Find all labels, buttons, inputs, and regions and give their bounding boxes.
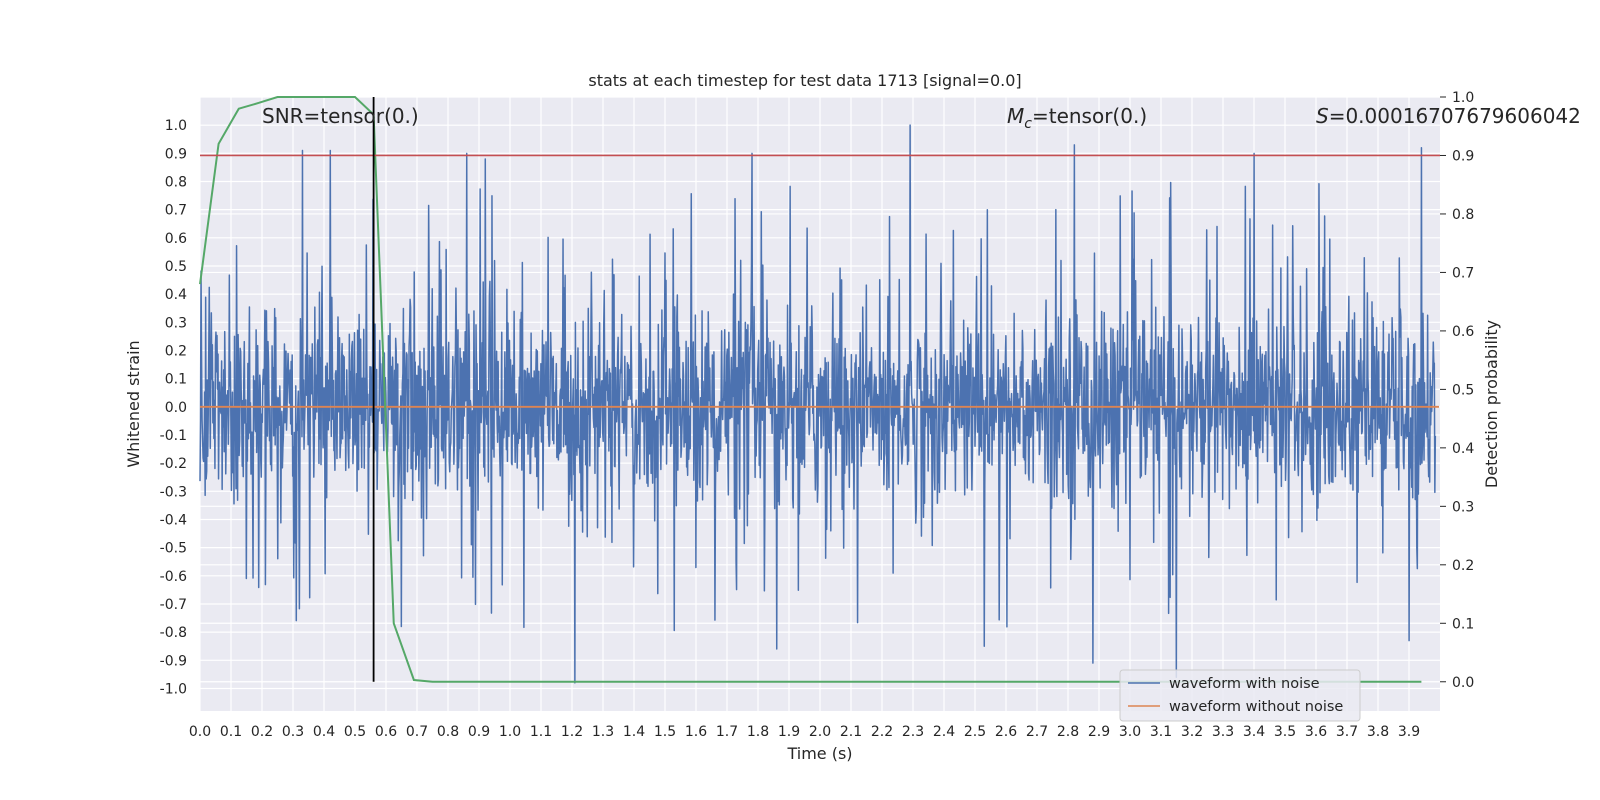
x-tick-label: 2.0	[809, 724, 831, 740]
x-tick-label: 2.9	[1088, 724, 1110, 740]
y-right-tick-label: 0.1	[1452, 616, 1474, 632]
legend-label-clean: waveform without noise	[1169, 699, 1343, 715]
series-detection-probability	[199, 96, 1422, 683]
x-tick-label: 3.1	[1150, 724, 1172, 740]
x-tick-label: 3.5	[1274, 724, 1296, 740]
x-tick-label: 2.5	[964, 724, 986, 740]
x-tick-label: 0.3	[282, 724, 304, 740]
x-tick-label: 0.1	[220, 724, 242, 740]
legend: waveform with noise waveform without noi…	[1119, 669, 1361, 722]
x-tick-label: 1.6	[685, 724, 707, 740]
y-left-tick-label: -0.5	[160, 541, 187, 557]
y-left-tick-label: 0.2	[165, 343, 187, 359]
x-tick-label: 0.4	[313, 724, 335, 740]
chart-title: stats at each timestep for test data 171…	[588, 71, 1021, 90]
y-left-tick-label: 0.3	[165, 315, 187, 331]
x-tick-label: 2.2	[871, 724, 893, 740]
annotation-mc-sub: c	[1024, 116, 1032, 132]
x-tick-label: 1.9	[778, 724, 800, 740]
y-right-tick-label: 0.0	[1452, 675, 1474, 691]
x-tick-label: 2.7	[1026, 724, 1048, 740]
y-left-tick-label: 0.4	[165, 287, 187, 303]
x-tick-label: 0.9	[468, 724, 490, 740]
x-tick-label: 1.3	[592, 724, 614, 740]
y-left-tick-label: -0.7	[160, 597, 187, 613]
y-left-tick-label: -0.8	[160, 625, 187, 641]
x-tick-label: 0.7	[406, 724, 428, 740]
y-right-tick-label: 0.2	[1452, 558, 1474, 574]
x-tick-label: 0.2	[251, 724, 273, 740]
x-tick-label: 3.0	[1119, 724, 1141, 740]
y-right-tick-label: 1.0	[1452, 90, 1474, 106]
y-left-tick-label: 0.8	[165, 174, 187, 190]
x-tick-label: 0.8	[437, 724, 459, 740]
x-tick-label: 3.7	[1336, 724, 1358, 740]
y-left-tick-label: -0.1	[160, 428, 187, 444]
y-axis-left-ticks: -1.0 -0.9 -0.8 -0.7 -0.6 -0.5 -0.4 -0.3 -0.2 -0.1…	[160, 118, 187, 697]
annotation-s: S=0.00016707679606042	[1316, 104, 1581, 128]
y-axis-right-ticks: 0.0 0.1 0.2 0.3 0.4 0.5 0.6 0.7 0.8 0.9 1.0	[1440, 90, 1474, 691]
y-left-tick-label: 0.9	[165, 146, 187, 162]
y-left-tick-label: 0.7	[165, 203, 187, 219]
y-left-tick-label: 0.1	[165, 372, 187, 388]
y-left-tick-label: -1.0	[160, 681, 187, 697]
x-tick-label: 2.6	[995, 724, 1017, 740]
y-axis-right-label: Detection probability	[1482, 320, 1501, 488]
overlay-lines	[200, 97, 1440, 682]
y-left-tick-label: 0.6	[165, 231, 187, 247]
x-tick-label: 3.2	[1181, 724, 1203, 740]
y-left-tick-label: -0.9	[160, 653, 187, 669]
x-tick-label: 3.9	[1398, 724, 1420, 740]
x-axis-label: Time (s)	[786, 744, 852, 763]
y-right-tick-label: 0.5	[1452, 382, 1474, 398]
annotation-s-value: =0.00016707679606042	[1329, 104, 1581, 128]
x-tick-label: 3.8	[1367, 724, 1389, 740]
y-right-tick-label: 0.7	[1452, 265, 1474, 281]
annotation-mc: Mc=tensor(0.)	[1007, 104, 1147, 132]
annotation-mc-value: =tensor(0.)	[1032, 104, 1147, 128]
detection-probability-line	[199, 96, 1422, 683]
x-tick-label: 0.6	[375, 724, 397, 740]
legend-label-noise: waveform with noise	[1169, 676, 1320, 692]
y-left-tick-label: -0.4	[160, 512, 187, 528]
x-tick-label: 1.1	[530, 724, 552, 740]
x-tick-label: 2.8	[1057, 724, 1079, 740]
x-tick-label: 1.0	[499, 724, 521, 740]
y-left-tick-label: -0.2	[160, 456, 187, 472]
y-right-tick-label: 0.6	[1452, 324, 1474, 340]
y-left-tick-label: 0.5	[165, 259, 187, 275]
annotation-s-symbol: S	[1316, 104, 1329, 128]
x-tick-label: 3.3	[1212, 724, 1234, 740]
y-right-tick-label: 0.9	[1452, 148, 1474, 164]
x-axis-ticks: 0.0 0.1 0.2 0.3 0.4 0.5 0.6 0.7 0.8 0.9 1.0 1.1 1.2 1…	[189, 724, 1420, 740]
y-left-tick-label: -0.3	[160, 484, 187, 500]
annotation-snr: SNR=tensor(0.)	[262, 104, 419, 128]
series-waveform-with-noise	[199, 124, 1437, 684]
x-tick-label: 2.3	[902, 724, 924, 740]
x-tick-label: 1.2	[561, 724, 583, 740]
annotation-mc-symbol: M	[1007, 104, 1024, 128]
legend-box	[1119, 669, 1361, 722]
x-tick-label: 1.8	[747, 724, 769, 740]
x-tick-label: 1.5	[654, 724, 676, 740]
x-tick-label: 2.1	[840, 724, 862, 740]
y-right-tick-label: 0.4	[1452, 441, 1474, 457]
x-tick-label: 1.7	[716, 724, 738, 740]
y-right-tick-label: 0.3	[1452, 499, 1474, 515]
y-left-tick-label: 1.0	[165, 118, 187, 134]
x-tick-label: 3.6	[1305, 724, 1327, 740]
x-tick-label: 0.5	[344, 724, 366, 740]
y-right-tick-label: 0.8	[1452, 207, 1474, 223]
x-tick-label: 1.4	[623, 724, 645, 740]
y-axis-left-label: Whitened strain	[124, 340, 143, 467]
x-tick-label: 3.4	[1243, 724, 1265, 740]
x-tick-label: 0.0	[189, 724, 211, 740]
y-left-tick-label: 0.0	[165, 400, 187, 416]
x-tick-label: 2.4	[933, 724, 955, 740]
y-left-tick-label: -0.6	[160, 569, 187, 585]
waveform-with-noise-line	[199, 124, 1437, 684]
